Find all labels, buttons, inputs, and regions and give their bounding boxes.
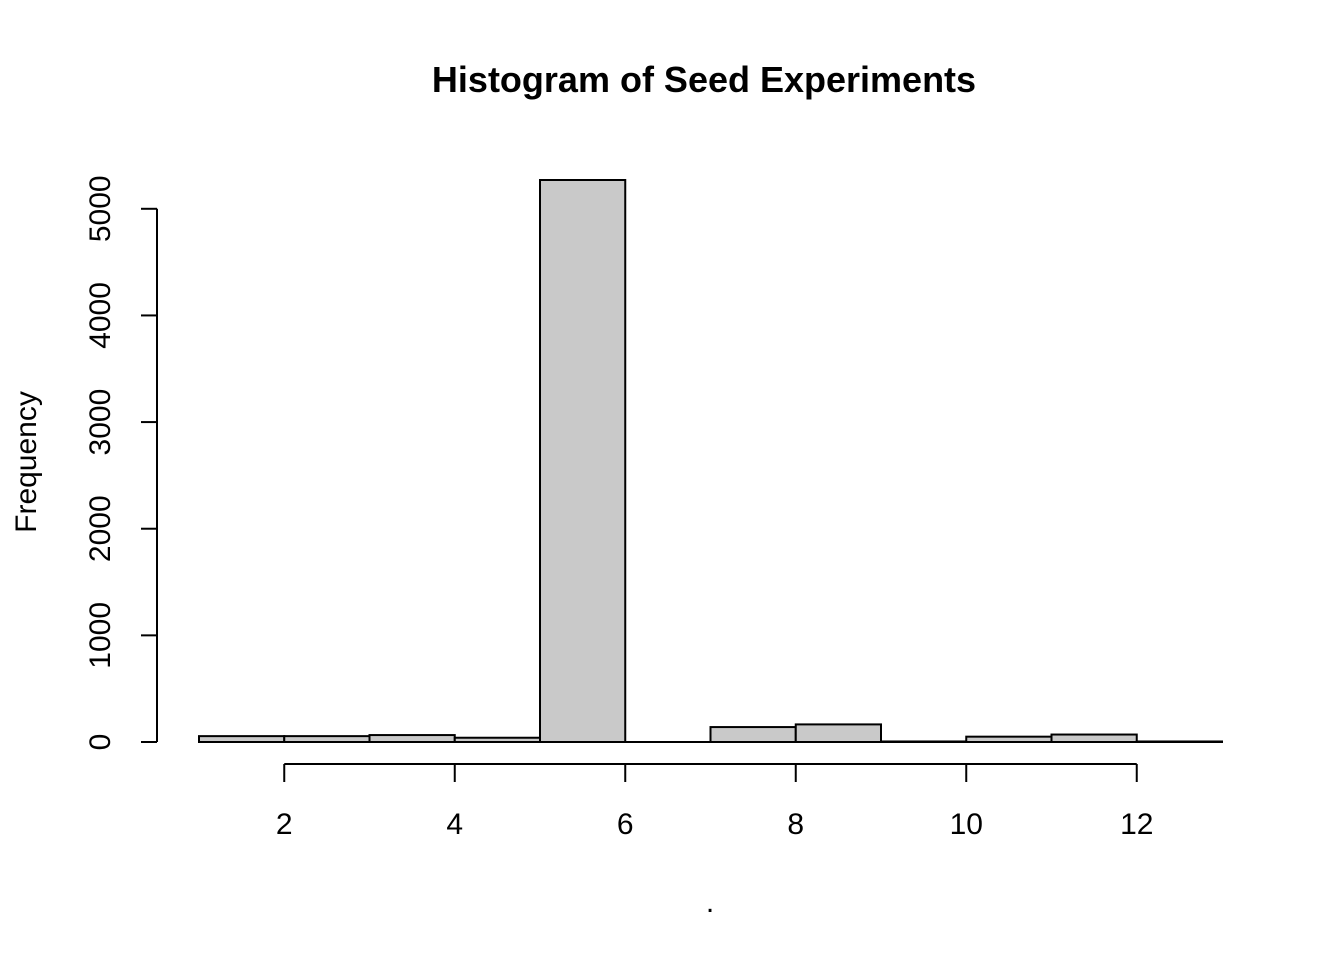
x-tick-label: 8 — [787, 808, 804, 841]
y-axis-label: Frequency — [10, 391, 43, 533]
y-tick-label: 4000 — [84, 282, 117, 349]
histogram-bar — [283, 735, 371, 743]
y-axis: 0 1000 2000 3000 4000 5000 — [84, 175, 158, 751]
y-tick-label: 3000 — [84, 389, 117, 456]
histogram-bar — [794, 723, 882, 743]
histogram-bar — [198, 735, 286, 743]
histogram-bar — [1135, 740, 1223, 744]
x-tick-label: 6 — [617, 808, 634, 841]
bars-group — [198, 179, 1223, 744]
histogram-bar — [880, 740, 968, 744]
chart-title: Histogram of Seed Experiments — [432, 59, 976, 100]
x-tick-label: 12 — [1120, 808, 1153, 841]
x-tick-label: 2 — [276, 808, 293, 841]
y-tick-label: 5000 — [84, 175, 117, 242]
x-axis-label: . — [706, 886, 714, 919]
histogram-bar — [965, 735, 1053, 743]
y-tick-label: 1000 — [84, 602, 117, 669]
histogram-bar — [453, 736, 541, 744]
x-tick-label: 4 — [446, 808, 463, 841]
y-tick-label: 2000 — [84, 495, 117, 562]
x-axis: 2 4 6 8 10 12 — [276, 763, 1153, 841]
x-tick-label: 10 — [950, 808, 983, 841]
histogram-bar — [709, 726, 797, 743]
y-tick-label: 0 — [84, 734, 117, 751]
histogram-bar — [539, 179, 627, 743]
histogram-bar — [1050, 733, 1138, 743]
histogram-bar — [368, 734, 456, 743]
